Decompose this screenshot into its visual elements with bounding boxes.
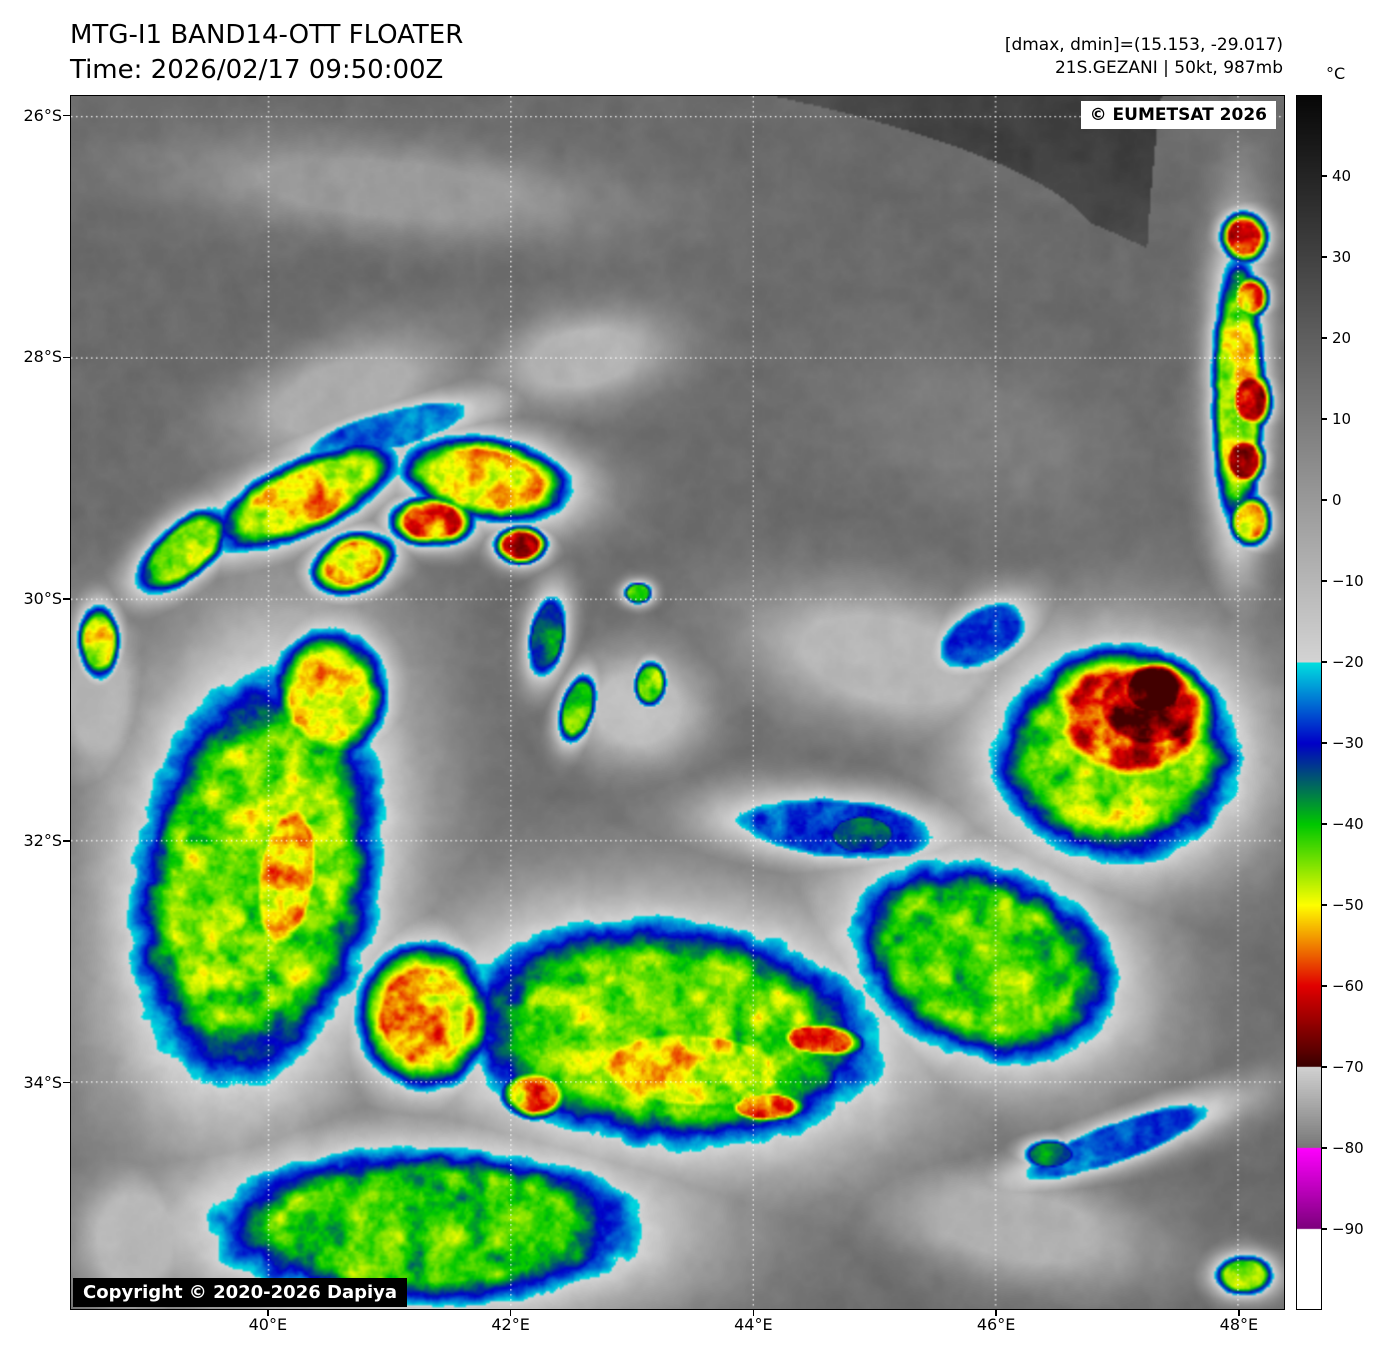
colorbar-tick-mark <box>1322 661 1327 663</box>
colorbar-tick-label: −60 <box>1332 977 1364 995</box>
eumetsat-credit-badge: © EUMETSAT 2026 <box>1080 101 1276 129</box>
colorbar-tick-label: −80 <box>1332 1139 1364 1157</box>
lon-tick-mark <box>267 1310 269 1316</box>
lat-tick-mark <box>63 356 70 359</box>
colorbar-tick-label: 20 <box>1332 329 1352 347</box>
colorbar-unit-label: °C <box>1326 64 1346 83</box>
info-block: [dmax, dmin]=(15.153, -29.017) 21S.GEZAN… <box>1005 34 1283 80</box>
lon-tick-mark <box>995 1310 997 1316</box>
title-block: MTG-I1 BAND14-OTT FLOATER Time: 2026/02/… <box>70 18 463 88</box>
lon-tick-label: 48°E <box>1219 1315 1259 1334</box>
colorbar-tick-label: 40 <box>1332 167 1352 185</box>
lat-tick-mark <box>63 1081 70 1084</box>
lat-tick-label: 30°S <box>23 589 62 609</box>
colorbar-tick-label: −40 <box>1332 815 1364 833</box>
lat-tick-label: 28°S <box>23 347 62 367</box>
colorbar-tick-label: −70 <box>1332 1058 1364 1076</box>
dmax-dmin-readout: [dmax, dmin]=(15.153, -29.017) <box>1004 35 1283 55</box>
colorbar-tick-label: −30 <box>1332 734 1364 752</box>
figure-title: MTG-I1 BAND14-OTT FLOATER <box>70 20 464 50</box>
lon-tick-label: 42°E <box>491 1315 530 1334</box>
colorbar <box>1296 95 1322 1310</box>
colorbar-tick-mark <box>1322 499 1327 501</box>
colorbar-tick-mark <box>1322 418 1327 420</box>
satellite-map: © EUMETSAT 2026 Copyright © 2020-2026 Da… <box>70 95 1285 1310</box>
satellite-image-canvas <box>71 96 1284 1309</box>
colorbar-canvas <box>1297 96 1321 1309</box>
copyright-badge: Copyright © 2020-2026 Dapiya <box>73 1278 408 1307</box>
lon-tick-mark <box>1238 1310 1240 1316</box>
colorbar-tick-mark <box>1322 1066 1327 1068</box>
colorbar-tick-label: −20 <box>1332 653 1364 671</box>
lat-tick-mark <box>63 114 70 117</box>
colorbar-tick-label: −90 <box>1332 1220 1364 1238</box>
lon-tick-label: 44°E <box>734 1315 773 1334</box>
lon-tick-mark <box>752 1310 755 1316</box>
colorbar-tick-mark <box>1322 580 1327 582</box>
lon-tick-label: 46°E <box>976 1315 1016 1334</box>
colorbar-tick-mark <box>1322 337 1327 339</box>
storm-info-readout: 21S.GEZANI | 50kt, 987mb <box>1054 58 1283 78</box>
colorbar-tick-label: 0 <box>1332 491 1342 509</box>
lat-tick-mark <box>63 840 70 842</box>
colorbar-tick-label: −50 <box>1332 896 1364 914</box>
colorbar-tick-mark <box>1322 985 1327 987</box>
colorbar-tick-label: 10 <box>1332 410 1352 428</box>
figure-time: Time: 2026/02/17 09:50:00Z <box>70 55 444 85</box>
lat-tick-label: 32°S <box>23 830 62 850</box>
colorbar-tick-mark <box>1322 904 1327 906</box>
lat-tick-mark <box>63 598 70 600</box>
colorbar-tick-mark <box>1322 823 1327 825</box>
colorbar-tick-mark <box>1322 256 1327 258</box>
lat-tick-label: 34°S <box>23 1072 62 1092</box>
colorbar-tick-mark <box>1322 742 1327 744</box>
colorbar-tick-mark <box>1322 175 1327 177</box>
colorbar-tick-mark <box>1322 1147 1327 1149</box>
lon-tick-mark <box>509 1310 512 1316</box>
colorbar-tick-mark <box>1322 1228 1327 1230</box>
colorbar-tick-label: 30 <box>1332 248 1352 266</box>
colorbar-tick-label: −10 <box>1332 572 1364 590</box>
lon-tick-label: 40°E <box>248 1315 288 1334</box>
lat-tick-label: 26°S <box>23 105 62 125</box>
